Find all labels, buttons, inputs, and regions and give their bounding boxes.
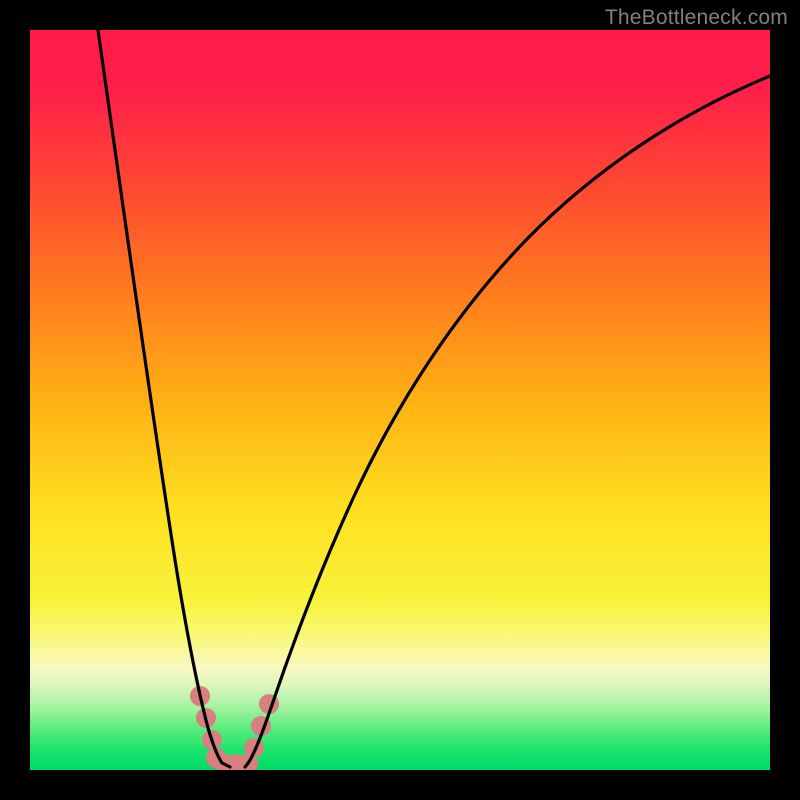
curve-layer bbox=[30, 30, 770, 770]
chart-frame: TheBottleneck.com bbox=[0, 0, 800, 800]
bottleneck-curve-right bbox=[245, 76, 770, 767]
marker-cluster bbox=[190, 686, 279, 770]
bottleneck-curve-left bbox=[98, 30, 230, 767]
plot-area bbox=[30, 30, 770, 770]
watermark-text: TheBottleneck.com bbox=[605, 6, 788, 30]
